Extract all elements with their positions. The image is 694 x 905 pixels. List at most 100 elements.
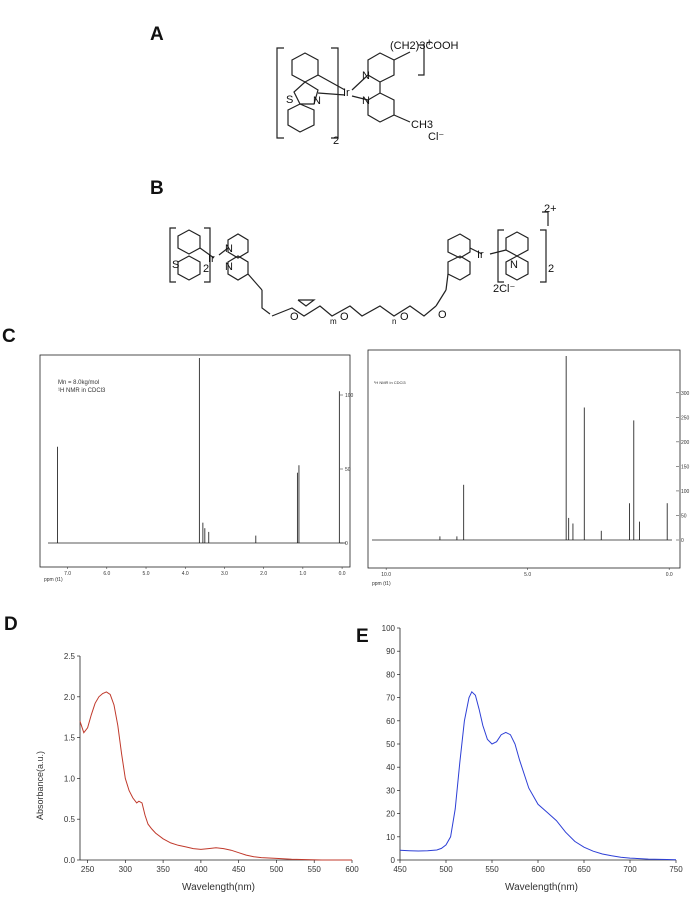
chart-e-x-tick-label: 450 <box>393 865 407 874</box>
nmr-left-x-tick-label: 0.0 <box>339 571 346 577</box>
chart-d-x-tick-label: 550 <box>308 865 322 874</box>
chart-d-y-tick-label: 2.0 <box>64 693 76 702</box>
chart-d-xlabel: Wavelength(nm) <box>182 882 255 893</box>
nmr-left-x-tick-label: 3.0 <box>221 571 228 577</box>
nmr-left-x-tick-label: 4.0 <box>182 571 189 577</box>
chart-e-x-tick-label: 500 <box>439 865 453 874</box>
structure-b-o3: O <box>400 311 409 323</box>
chart-d-y-tick-label: 1.5 <box>64 734 76 743</box>
panel-label-c: C <box>2 326 16 347</box>
structure-a-n1: N <box>313 95 321 107</box>
structure-a-subscript: 2 <box>333 135 339 147</box>
nmr-right-x-tick-label: 0.0 <box>666 572 673 578</box>
nmr-right-solvent: ¹H NMR in CDCl3 <box>374 380 406 385</box>
chart-d-x-tick-label: 300 <box>119 865 133 874</box>
chart-e-x-tick-label: 600 <box>531 865 545 874</box>
chart-e-x-tick-label: 650 <box>577 865 591 874</box>
nmr-left-y-tick-label: 0 <box>345 541 348 547</box>
chart-e-y-tick-label: 20 <box>386 810 395 819</box>
nmr-right-y-tick-label: 150 <box>681 464 690 470</box>
chart-d-x-tick-label: 400 <box>194 865 208 874</box>
nmr-left-x-tick-label: 1.0 <box>299 571 306 577</box>
nmr-right-y-tick-label: 250 <box>681 415 690 421</box>
chart-e-y-tick-label: 100 <box>382 624 396 633</box>
nmr-left-solvent: ¹H NMR in CDCl3 <box>58 388 106 394</box>
nmr-right-xlabel: ppm (t1) <box>372 581 391 587</box>
structure-a-methyl: CH3 <box>411 119 433 131</box>
structure-b-ir-left: Ir <box>208 253 215 265</box>
panel-label-b: B <box>150 178 164 199</box>
structure-b-drawing <box>169 211 549 317</box>
nmr-right-y-tick-label: 100 <box>681 489 690 495</box>
structure-b-n2: N <box>225 261 233 273</box>
chart-e-x-tick-label: 750 <box>669 865 683 874</box>
structure-b-n1: N <box>225 243 233 255</box>
structure-b-subscript-left: 2 <box>203 263 209 275</box>
structure-b-charge: 2+ <box>544 203 557 215</box>
chart-e-xlabel: Wavelength(nm) <box>505 882 578 893</box>
structure-a-drawing <box>276 44 425 139</box>
structure-b-n: n <box>392 317 396 326</box>
chart-d-x-tick-label: 450 <box>232 865 246 874</box>
structure-b-s-left: S <box>172 259 179 271</box>
panel-label-a: A <box>150 24 164 45</box>
structure-b-subscript-right: 2 <box>548 263 554 275</box>
structure-b-o4: O <box>438 309 447 321</box>
nmr-left-xlabel: ppm (t1) <box>44 577 63 583</box>
structure-b-counterion: 2Cl⁻ <box>493 283 516 295</box>
nmr-left-y-tick-label: 50 <box>345 467 351 473</box>
structure-a-ir: Ir <box>343 87 350 99</box>
nmr-right-y-tick-label: 50 <box>681 513 687 519</box>
structure-b-ir-right: Ir <box>477 249 484 261</box>
nmr-right-y-tick-label: 200 <box>681 440 690 446</box>
nmr-left-x-tick-label: 7.0 <box>64 571 71 577</box>
chart-d-x-tick-label: 500 <box>270 865 284 874</box>
chart-d-ylabel: Absorbance(a.u.) <box>35 751 45 820</box>
structure-a-n2: N <box>362 70 370 82</box>
chart-e-series-line <box>399 690 677 861</box>
nmr-left-mw: Mn = 8.0kg/mol <box>58 380 99 386</box>
structure-a-n3: N <box>362 95 370 107</box>
chart-e-y-tick-label: 60 <box>386 717 395 726</box>
structure-a-charge: + <box>426 37 432 49</box>
structure-b-o1: O <box>290 311 299 323</box>
chart-d-y-tick-label: 0.0 <box>64 856 76 865</box>
chart-d-y-tick-label: 1.0 <box>64 774 76 783</box>
structure-a-s: S <box>286 94 293 106</box>
chart-d-x-tick-label: 350 <box>156 865 170 874</box>
chart-e-x-tick-label: 550 <box>485 865 499 874</box>
chart-d-y-tick-label: 0.5 <box>64 815 76 824</box>
panel-label-e: E <box>356 626 369 647</box>
structure-a-chain: (CH2)3COOH <box>390 40 459 52</box>
chart-e-y-tick-label: 0 <box>391 856 396 865</box>
nmr-right-frame <box>367 349 681 569</box>
chart-e-y-tick-label: 50 <box>386 740 395 749</box>
chart-e-y-tick-label: 70 <box>386 694 395 703</box>
chart-d-y-tick-label: 2.5 <box>64 652 76 661</box>
structure-b-n3: N <box>510 259 518 271</box>
nmr-left-x-tick-label: 5.0 <box>143 571 150 577</box>
structure-b-m: m <box>330 317 337 326</box>
nmr-right-x-tick-label: 5.0 <box>524 572 531 578</box>
nmr-left-y-tick-label: 100 <box>345 393 354 399</box>
structure-b-o2: O <box>340 311 349 323</box>
nmr-right-y-tick-label: 300 <box>681 391 690 397</box>
structure-a-counterion: Cl⁻ <box>428 131 444 143</box>
nmr-left-x-tick-label: 6.0 <box>103 571 110 577</box>
chart-d-x-tick-label: 250 <box>81 865 95 874</box>
nmr-right-y-tick-label: 0 <box>681 538 684 544</box>
chart-e-y-tick-label: 10 <box>386 833 395 842</box>
nmr-left-frame <box>39 354 351 568</box>
nmr-left-x-tick-label: 2.0 <box>260 571 267 577</box>
chart-e-y-tick-label: 30 <box>386 786 395 795</box>
chart-d-series-line <box>79 691 352 861</box>
chart-e-y-tick-label: 90 <box>386 647 395 656</box>
chart-e-y-tick-label: 40 <box>386 763 395 772</box>
chart-d-x-tick-label: 600 <box>345 865 359 874</box>
chart-e-y-tick-label: 80 <box>386 670 395 679</box>
